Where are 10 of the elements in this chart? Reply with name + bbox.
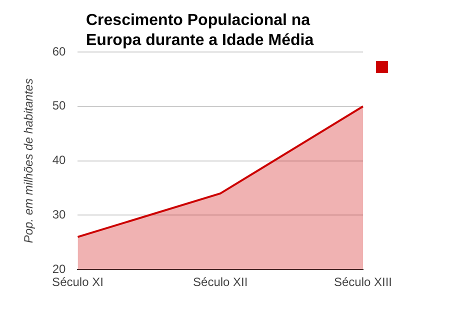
y-tick-label: 30 [52,208,66,222]
x-tick-label: Século XIII [334,275,392,290]
y-axis-title: Pop. em milhões de habitantes [22,78,36,244]
chart-title: Crescimento Populacional na Europa durante a Idade Média [86,11,315,51]
y-tick-label: 60 [52,44,66,58]
y-tick-label: 40 [52,153,66,168]
y-tick-label: 20 [52,262,66,276]
x-tick-label: Século XI [52,275,104,290]
y-tick-label: 50 [52,98,66,113]
x-tick-label: Século XII [193,275,248,290]
